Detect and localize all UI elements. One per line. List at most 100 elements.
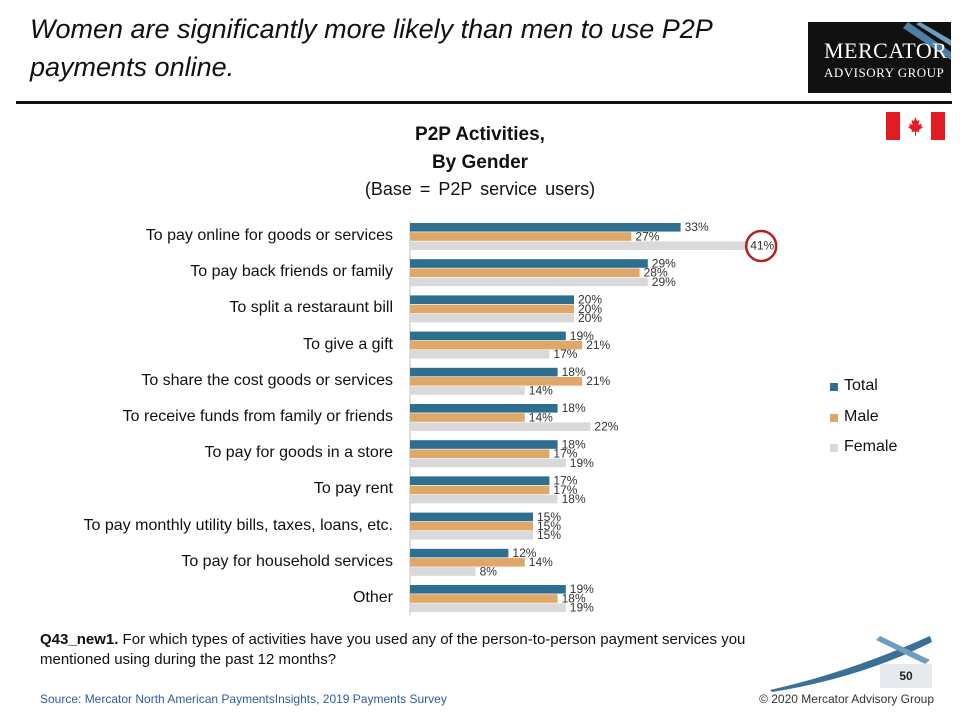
bar-male <box>410 558 525 567</box>
bar-male <box>410 232 632 241</box>
category-label: To pay back friends or family <box>190 263 393 281</box>
bar-male <box>410 340 583 350</box>
data-label-male: 17% <box>553 483 577 497</box>
data-label-male: 17% <box>553 447 577 461</box>
mercator-logo: Mercator Advisory Group <box>808 22 951 93</box>
data-label-male: 21% <box>586 374 610 388</box>
bar-total <box>410 259 648 268</box>
chart-title-line2: By Gender <box>431 152 529 173</box>
data-label-total: 33% <box>685 220 709 234</box>
question-id: Q43_new1. <box>40 631 119 648</box>
bar-total <box>410 367 558 377</box>
data-label-total: 29% <box>652 256 676 270</box>
bar-female <box>410 277 648 287</box>
bar-total <box>410 476 550 485</box>
data-label-total: 19% <box>570 329 594 343</box>
bar-female <box>410 603 566 612</box>
category-label: To give a gift <box>303 335 393 353</box>
category-label: To pay monthly utility bills, taxes, loa… <box>83 516 393 534</box>
data-label-male: 14% <box>529 410 553 424</box>
legend-swatch <box>830 383 838 391</box>
highlight-circle <box>744 229 778 263</box>
data-label-total: 15% <box>537 510 561 524</box>
data-label-female: 19% <box>570 456 594 470</box>
bar-male <box>410 377 583 386</box>
bar-total <box>410 548 509 558</box>
bar-female <box>410 313 574 323</box>
data-label-total: 12% <box>512 546 536 560</box>
page-number: 50 <box>880 664 932 688</box>
bar-female <box>410 567 476 576</box>
category-label: To pay for goods in a store <box>204 444 393 462</box>
bar-total <box>410 440 558 449</box>
data-label-female: 22% <box>594 420 618 434</box>
question-text: For which types of activities have you u… <box>40 631 746 668</box>
bar-male <box>410 413 525 422</box>
bar-female <box>410 494 558 504</box>
bar-male <box>410 449 550 458</box>
bar-total <box>410 512 533 522</box>
data-label-female: 14% <box>529 383 553 397</box>
bar-total <box>410 585 566 594</box>
category-label: To pay rent <box>313 480 393 498</box>
category-label: Other <box>352 589 393 606</box>
bar-male <box>410 521 533 531</box>
legend-swatch <box>830 413 838 422</box>
data-label-female: 19% <box>570 601 594 615</box>
data-label-male: 27% <box>635 229 659 243</box>
data-label-male: 28% <box>644 266 668 280</box>
data-label-male: 21% <box>586 338 610 352</box>
data-label-female: 17% <box>553 347 577 361</box>
slide-headline: Women are significantly more likely than… <box>30 14 712 82</box>
bar-female <box>410 422 591 431</box>
bar-total <box>410 404 558 413</box>
data-label-total: 19% <box>570 582 594 596</box>
bar-female <box>410 531 533 540</box>
bar-total <box>410 331 566 341</box>
bar-total <box>410 295 574 304</box>
data-label-total: 17% <box>553 474 577 488</box>
category-label: To pay for household services <box>181 552 393 570</box>
header-divider <box>16 101 952 104</box>
logo-line2: Advisory Group <box>824 65 945 80</box>
data-label-female: 41% <box>750 239 774 253</box>
bar-female <box>410 458 566 468</box>
chart-subtitle: (Base = P2P service users) <box>364 179 596 199</box>
chart-title-line1: P2P Activities, <box>415 124 545 145</box>
data-label-male: 20% <box>578 302 602 316</box>
bar-female <box>410 386 525 395</box>
data-label-female: 15% <box>537 528 561 542</box>
data-label-female: 18% <box>562 492 586 506</box>
legend-label: Female <box>844 438 898 455</box>
corner-swoosh-icon <box>770 636 932 692</box>
source-note: Source: Mercator North American Payments… <box>40 692 447 706</box>
data-label-total: 20% <box>578 293 602 307</box>
data-label-total: 18% <box>562 437 586 451</box>
category-label: To receive funds from family or friends <box>122 408 393 425</box>
legend-label: Total <box>844 377 878 394</box>
bar-male <box>410 268 640 277</box>
data-label-male: 18% <box>562 591 586 605</box>
bar-total <box>410 223 681 232</box>
bar-female <box>410 241 747 250</box>
bar-male <box>410 304 574 314</box>
data-label-female: 8% <box>480 564 498 578</box>
legend-label: Male <box>844 407 879 425</box>
legend-swatch <box>830 444 838 452</box>
logo-line1: Mercator <box>824 38 948 63</box>
logo-x-mark-icon <box>903 22 951 60</box>
category-label: To split a restaraunt bill <box>229 299 393 317</box>
category-label: To pay online for goods or services <box>145 227 393 244</box>
data-label-total: 18% <box>562 401 586 415</box>
bar-male <box>410 485 550 495</box>
data-label-male: 14% <box>529 555 553 569</box>
bar-female <box>410 350 550 359</box>
category-label: To share the cost goods or services <box>141 371 393 389</box>
bar-male <box>410 594 558 603</box>
copyright-note: © 2020 Mercator Advisory Group <box>759 692 934 706</box>
data-label-male: 15% <box>537 519 561 533</box>
survey-question: Q43_new1. For which types of activities … <box>40 630 800 670</box>
data-label-female: 20% <box>578 311 602 325</box>
canada-flag-icon <box>886 112 945 140</box>
